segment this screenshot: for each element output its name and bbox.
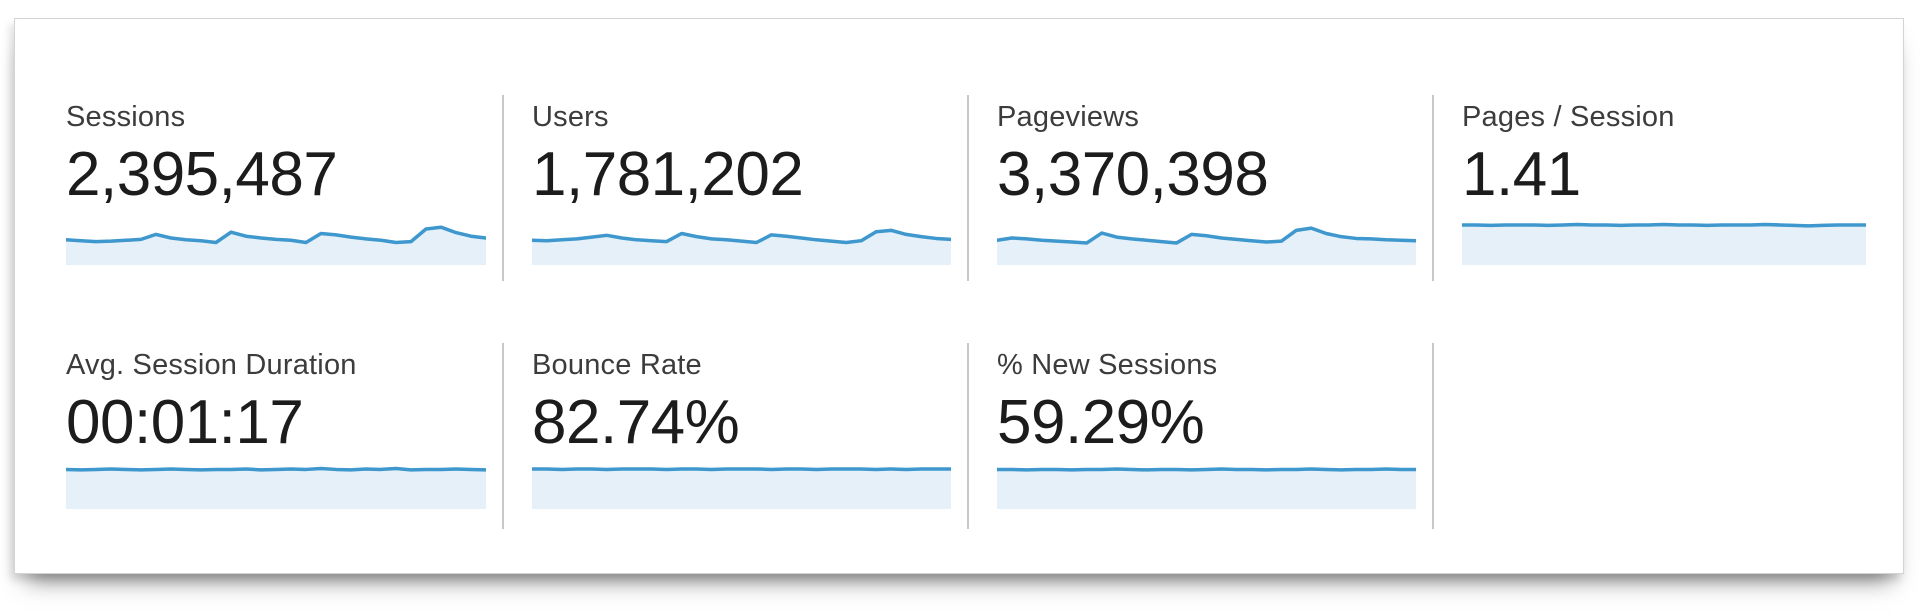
metrics-panel: Sessions 2,395,487 Users 1,781,202 Pagev… [14,18,1904,574]
sessions-sparkline-chart [66,220,486,266]
metric-card-bounce-rate[interactable]: Bounce Rate 82.74% [502,343,967,529]
metric-label: Pages / Session [1462,101,1675,133]
metric-card-users[interactable]: Users 1,781,202 [502,95,967,281]
metric-card-avg-session-duration[interactable]: Avg. Session Duration 00:01:17 [16,343,502,529]
metrics-row-bottom: Avg. Session Duration 00:01:17 Bounce Ra… [16,343,1902,529]
metric-card-pageviews[interactable]: Pageviews 3,370,398 [967,95,1432,281]
avg-session-duration-sparkline-chart [66,463,486,510]
metric-label: Sessions [66,101,186,133]
metric-value: 3,370,398 [997,140,1269,210]
metric-value: 00:01:17 [66,388,304,458]
metric-value: 2,395,487 [66,140,338,210]
metric-label: Avg. Session Duration [66,349,357,381]
metric-card-pages-per-session[interactable]: Pages / Session 1.41 [1432,95,1902,281]
metric-card-percent-new-sessions[interactable]: % New Sessions 59.29% [967,343,1432,529]
metric-label: % New Sessions [997,349,1218,381]
metric-value: 59.29% [997,388,1205,458]
bounce-rate-sparkline-chart [532,463,951,510]
pages-per-session-sparkline-chart [1462,220,1866,266]
pageviews-sparkline-chart [997,220,1416,266]
metric-label: Bounce Rate [532,349,702,381]
metric-value: 82.74% [532,388,740,458]
percent-new-sessions-sparkline-chart [997,463,1416,510]
metric-label: Pageviews [997,101,1140,133]
metrics-row-top: Sessions 2,395,487 Users 1,781,202 Pagev… [16,95,1902,281]
metric-value: 1.41 [1462,140,1581,210]
metric-value: 1,781,202 [532,140,804,210]
empty-metric-slot [1432,343,1902,529]
users-sparkline-chart [532,220,951,266]
metric-card-sessions[interactable]: Sessions 2,395,487 [16,95,502,281]
metric-label: Users [532,101,609,133]
